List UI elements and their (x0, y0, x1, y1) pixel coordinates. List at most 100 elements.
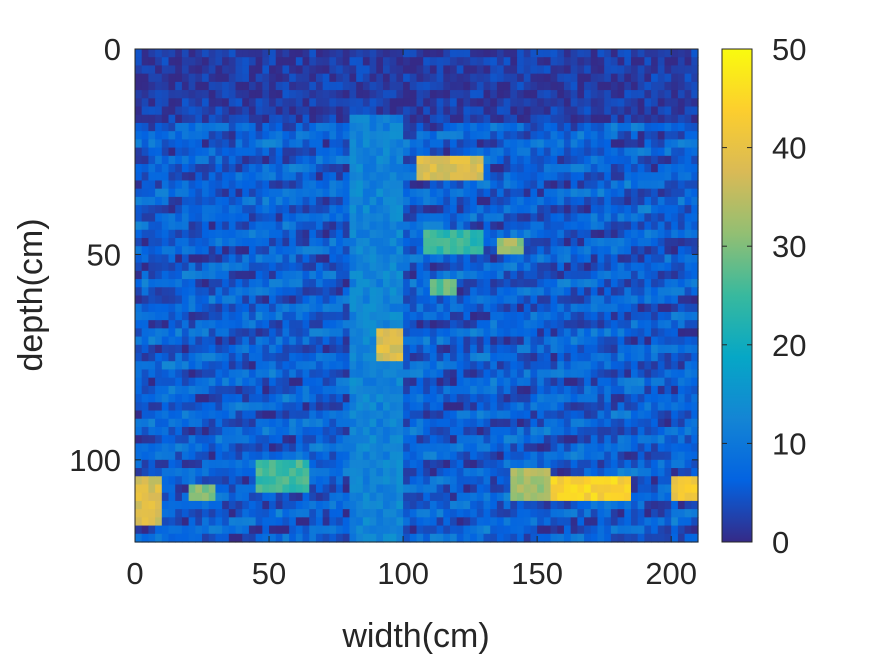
heatmap-cell (356, 418, 364, 428)
heatmap-cell (423, 525, 431, 535)
heatmap-cell (181, 476, 190, 486)
heatmap-cell (644, 172, 652, 182)
heatmap-cell (671, 65, 679, 75)
heatmap-cell (255, 418, 263, 428)
heatmap-cell (369, 426, 377, 436)
heatmap-cell (315, 270, 324, 280)
heatmap-cell (429, 131, 438, 140)
heatmap-cell (450, 361, 458, 371)
heatmap-cell (563, 394, 572, 403)
heatmap-cell (563, 188, 572, 198)
heatmap-cell (637, 246, 645, 256)
heatmap-cell (289, 98, 297, 108)
heatmap-cell (403, 492, 411, 502)
heatmap-cell (416, 221, 424, 231)
heatmap-cell (624, 147, 632, 157)
heatmap-cell (530, 279, 538, 288)
heatmap-cell (282, 229, 290, 239)
heatmap-cell (289, 459, 297, 469)
heatmap-cell (543, 394, 552, 403)
heatmap-cell (309, 122, 317, 132)
heatmap-cell (671, 287, 679, 297)
heatmap-cell (510, 205, 518, 214)
heatmap-cell (436, 98, 444, 108)
heatmap-cell (423, 221, 431, 231)
heatmap-cell (624, 172, 632, 182)
heatmap-cell (242, 394, 250, 403)
heatmap-cell (215, 320, 223, 329)
heatmap-cell (476, 155, 485, 165)
heatmap-cell (295, 205, 304, 214)
heatmap-cell (215, 155, 223, 165)
heatmap-cell (590, 57, 599, 67)
heatmap-cell (248, 451, 257, 461)
heatmap-cell (577, 57, 585, 67)
heatmap-cell (248, 98, 257, 108)
heatmap-cell (523, 435, 532, 444)
heatmap-cell (530, 65, 538, 75)
heatmap-cell (416, 303, 424, 313)
heatmap-cell (450, 426, 458, 436)
heatmap-cell (181, 65, 190, 75)
heatmap-cell (309, 517, 317, 527)
heatmap-cell (329, 65, 337, 75)
heatmap-cell (289, 410, 297, 420)
heatmap-cell (215, 303, 223, 313)
heatmap-cell (409, 246, 418, 256)
heatmap-cell (664, 377, 672, 387)
heatmap-cell (315, 361, 324, 371)
heatmap-cell (248, 311, 257, 321)
heatmap-cell (188, 328, 196, 338)
heatmap-cell (195, 270, 203, 280)
heatmap-cell (148, 492, 156, 502)
heatmap-cell (684, 237, 692, 247)
heatmap-cell (543, 196, 552, 206)
heatmap-cell (195, 435, 203, 444)
heatmap-cell (228, 73, 237, 83)
heatmap-cell (228, 65, 237, 75)
heatmap-cell (463, 57, 471, 67)
heatmap-cell (168, 344, 176, 354)
heatmap-cell (248, 459, 257, 469)
heatmap-cell (664, 410, 672, 420)
heatmap-cell (684, 459, 692, 469)
heatmap-cell (161, 459, 170, 469)
heatmap-cell (470, 517, 478, 527)
heatmap-cell (168, 147, 176, 157)
heatmap-cell (336, 353, 344, 362)
heatmap-cell (389, 172, 397, 182)
heatmap-cell (584, 270, 592, 280)
heatmap-cell (155, 311, 163, 321)
heatmap-cell (302, 410, 310, 420)
heatmap-cell (429, 106, 438, 116)
heatmap-cell (289, 57, 297, 67)
heatmap-cell (677, 262, 686, 272)
heatmap-cell (677, 468, 686, 477)
heatmap-cell (503, 188, 511, 198)
heatmap-cell (684, 361, 692, 371)
heatmap-cell (322, 155, 330, 165)
heatmap-cell (215, 73, 223, 83)
heatmap-cell (228, 369, 237, 379)
heatmap-cell (496, 394, 505, 403)
heatmap-cell (503, 443, 511, 453)
heatmap-cell (148, 344, 156, 354)
heatmap-cell (644, 262, 652, 272)
heatmap-cell (450, 172, 458, 182)
heatmap-cell (503, 500, 511, 510)
heatmap-cell (537, 131, 545, 140)
heatmap-cell (664, 484, 672, 494)
heatmap-cell (181, 270, 190, 280)
heatmap-cell (517, 385, 525, 395)
heatmap-cell (651, 517, 659, 527)
heatmap-cell (409, 509, 418, 518)
heatmap-cell (235, 410, 243, 420)
heatmap-cell (476, 484, 485, 494)
heatmap-cell (617, 394, 625, 403)
heatmap-cell (175, 484, 183, 494)
heatmap-cell (309, 344, 317, 354)
heatmap-cell (597, 344, 605, 354)
heatmap-cell (503, 172, 511, 182)
heatmap-cell (235, 147, 243, 157)
heatmap-cell (490, 106, 498, 116)
